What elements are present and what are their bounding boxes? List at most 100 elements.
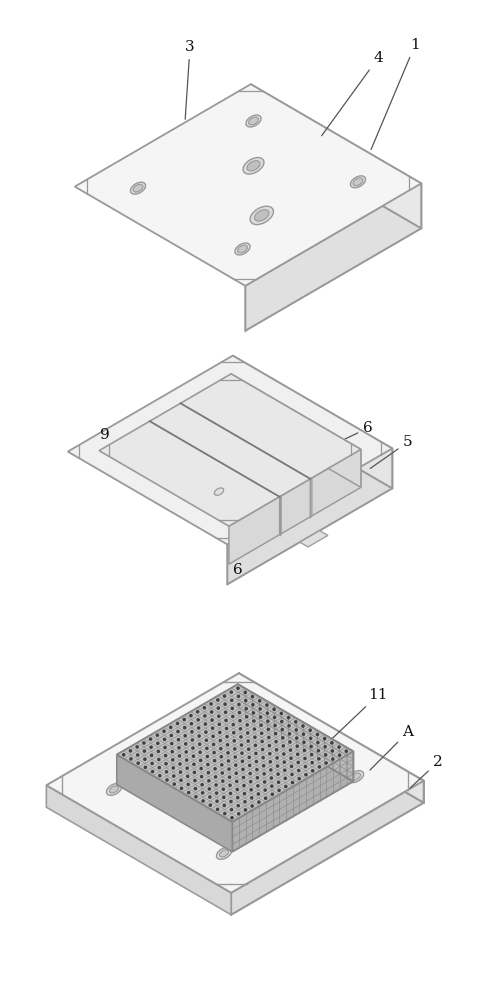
Circle shape [183,726,186,729]
Polygon shape [46,673,423,893]
Circle shape [324,753,328,757]
Circle shape [197,734,201,738]
Circle shape [252,727,256,731]
Polygon shape [231,781,423,915]
Circle shape [216,808,219,811]
Circle shape [251,703,255,707]
Circle shape [225,727,228,730]
Circle shape [259,723,263,727]
Circle shape [214,783,218,787]
Circle shape [239,727,242,731]
Circle shape [217,706,220,710]
Circle shape [205,738,208,742]
Circle shape [199,767,203,770]
Polygon shape [238,684,353,781]
Circle shape [165,770,168,774]
Circle shape [309,737,313,740]
Circle shape [223,694,226,698]
Polygon shape [99,374,361,526]
Circle shape [220,755,223,759]
Circle shape [189,714,193,717]
Circle shape [269,776,273,780]
Circle shape [201,799,205,803]
Circle shape [172,774,175,778]
Circle shape [136,761,140,765]
Circle shape [207,771,210,774]
Circle shape [256,784,260,788]
Circle shape [220,763,224,767]
Ellipse shape [353,178,363,186]
Circle shape [211,735,215,738]
Polygon shape [68,356,392,544]
Circle shape [268,760,272,764]
Ellipse shape [109,786,119,793]
Circle shape [208,795,212,799]
Circle shape [265,711,269,715]
Ellipse shape [254,210,269,221]
Polygon shape [245,183,421,331]
Circle shape [262,772,266,776]
Circle shape [248,772,252,775]
Circle shape [267,744,271,747]
Circle shape [254,752,258,755]
Circle shape [275,756,279,760]
Circle shape [179,778,183,782]
Circle shape [204,722,207,726]
Circle shape [216,698,220,702]
Circle shape [135,745,139,749]
Circle shape [165,778,169,782]
Circle shape [129,749,132,753]
Polygon shape [300,531,328,547]
Text: 4: 4 [322,51,383,136]
Circle shape [297,777,301,780]
Circle shape [237,703,241,706]
Circle shape [259,715,262,719]
Circle shape [240,743,243,747]
Circle shape [215,791,218,795]
Circle shape [223,804,226,807]
Circle shape [269,768,273,772]
Circle shape [294,720,298,724]
Ellipse shape [214,488,224,495]
Circle shape [186,775,189,778]
Circle shape [261,748,264,751]
Circle shape [224,719,228,722]
Circle shape [198,742,201,746]
Circle shape [289,756,293,760]
Circle shape [228,775,231,779]
Circle shape [249,788,253,792]
Circle shape [304,765,307,768]
Circle shape [245,707,248,710]
Circle shape [221,779,225,783]
Ellipse shape [106,783,122,795]
Ellipse shape [246,115,261,127]
Circle shape [262,764,265,768]
Circle shape [243,792,246,796]
Circle shape [219,739,222,742]
Circle shape [231,707,234,710]
Polygon shape [310,478,312,517]
Circle shape [214,775,217,779]
Circle shape [171,758,174,762]
Ellipse shape [348,771,364,783]
Circle shape [206,755,209,758]
Circle shape [211,726,214,730]
Circle shape [217,714,221,718]
Circle shape [331,757,334,761]
Circle shape [234,763,238,767]
Circle shape [251,711,255,715]
Circle shape [244,699,248,702]
Circle shape [247,739,250,743]
Circle shape [180,787,183,790]
Polygon shape [251,84,421,228]
Circle shape [256,792,260,796]
Circle shape [309,745,313,748]
Text: 1: 1 [371,38,420,149]
Circle shape [179,770,182,774]
Circle shape [296,761,300,764]
Circle shape [281,736,285,740]
Circle shape [248,764,251,767]
Circle shape [245,715,248,719]
Circle shape [213,767,217,771]
Circle shape [206,763,210,766]
